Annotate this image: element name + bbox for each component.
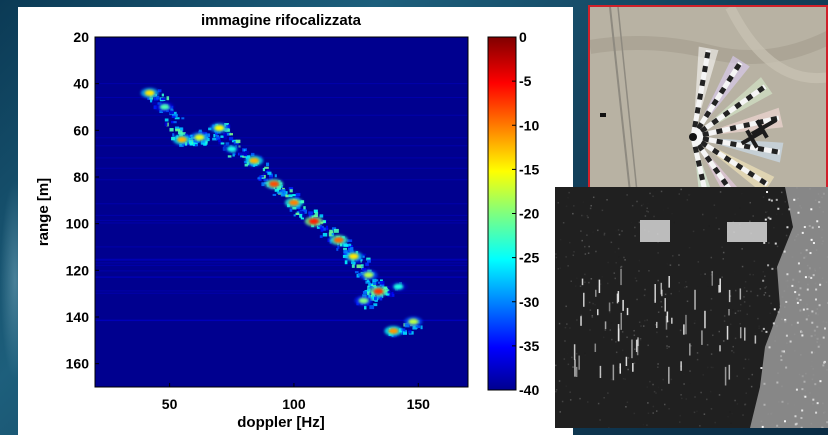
y-axis-ticks: 20 40 60 80 100 120 140 160: [66, 29, 99, 372]
heat-spot-17: [404, 316, 423, 327]
chart-title: immagine rifocalizzata: [201, 12, 362, 29]
colorbar-tick-label: 0: [519, 29, 527, 45]
heat-spot-3: [190, 132, 209, 143]
heat-spot-10: [329, 235, 348, 245]
heat-spot-2: [173, 134, 192, 145]
y-axis-label: range [m]: [35, 178, 52, 246]
heat-spot-8: [284, 197, 303, 208]
colorbar-ticks: 0 -5 -10 -15 -20 -25 -30 -35 -40: [512, 29, 539, 398]
y-tick-label: 160: [66, 356, 90, 372]
heat-spot-16: [384, 326, 403, 336]
colorbar: [487, 36, 517, 391]
y-tick-label: 120: [66, 262, 90, 278]
plot-data-layer: [95, 83, 468, 338]
colorbar-tick-label: -30: [519, 294, 539, 310]
colorbar-tick-label: -15: [519, 161, 539, 177]
colorbar-tick-label: -40: [519, 382, 539, 398]
y-tick-label: 40: [73, 76, 89, 92]
heat-spot-6: [245, 155, 264, 166]
heat-spot-1: [155, 102, 174, 112]
chart-svg: immagine rifocalizzata 20 40 60 80 100 120 140…: [35, 12, 539, 431]
colorbar-tick-label: -35: [519, 338, 539, 354]
y-tick-label: 100: [66, 216, 90, 232]
sar-image: [555, 187, 828, 428]
heat-spot-7: [265, 179, 284, 189]
y-tick-label: 80: [73, 169, 89, 185]
heat-spot-5: [222, 144, 241, 154]
sar-image-graphic: [555, 187, 828, 428]
aerial-photo-graphic: [590, 7, 826, 188]
colorbar-tick-label: -5: [519, 73, 532, 89]
x-tick-label: 100: [282, 396, 306, 412]
heat-spot-14: [354, 295, 373, 306]
x-axis-label: doppler [Hz]: [237, 414, 325, 431]
heat-spot-0: [140, 88, 159, 98]
colorbar-tick-label: -10: [519, 117, 539, 133]
aerial-photo: [588, 5, 828, 190]
heat-spot-13: [369, 286, 388, 297]
chart-figure: immagine rifocalizzata 20 40 60 80 100 120 140…: [18, 7, 573, 435]
heat-spot-4: [210, 123, 229, 133]
y-tick-label: 140: [66, 309, 90, 325]
heat-spot-9: [304, 216, 323, 227]
colorbar-tick-label: -25: [519, 250, 539, 266]
plot-frame: [94, 36, 469, 388]
x-tick-label: 50: [162, 396, 178, 412]
heat-spot-11: [344, 251, 363, 262]
x-tick-label: 150: [407, 396, 431, 412]
heat-spot-12: [359, 270, 378, 280]
x-axis-ticks: 50 100 150: [162, 383, 430, 412]
y-tick-label: 60: [73, 122, 89, 138]
heat-spot-15: [389, 281, 408, 292]
y-tick-label: 20: [73, 29, 89, 45]
colorbar-tick-label: -20: [519, 206, 539, 222]
